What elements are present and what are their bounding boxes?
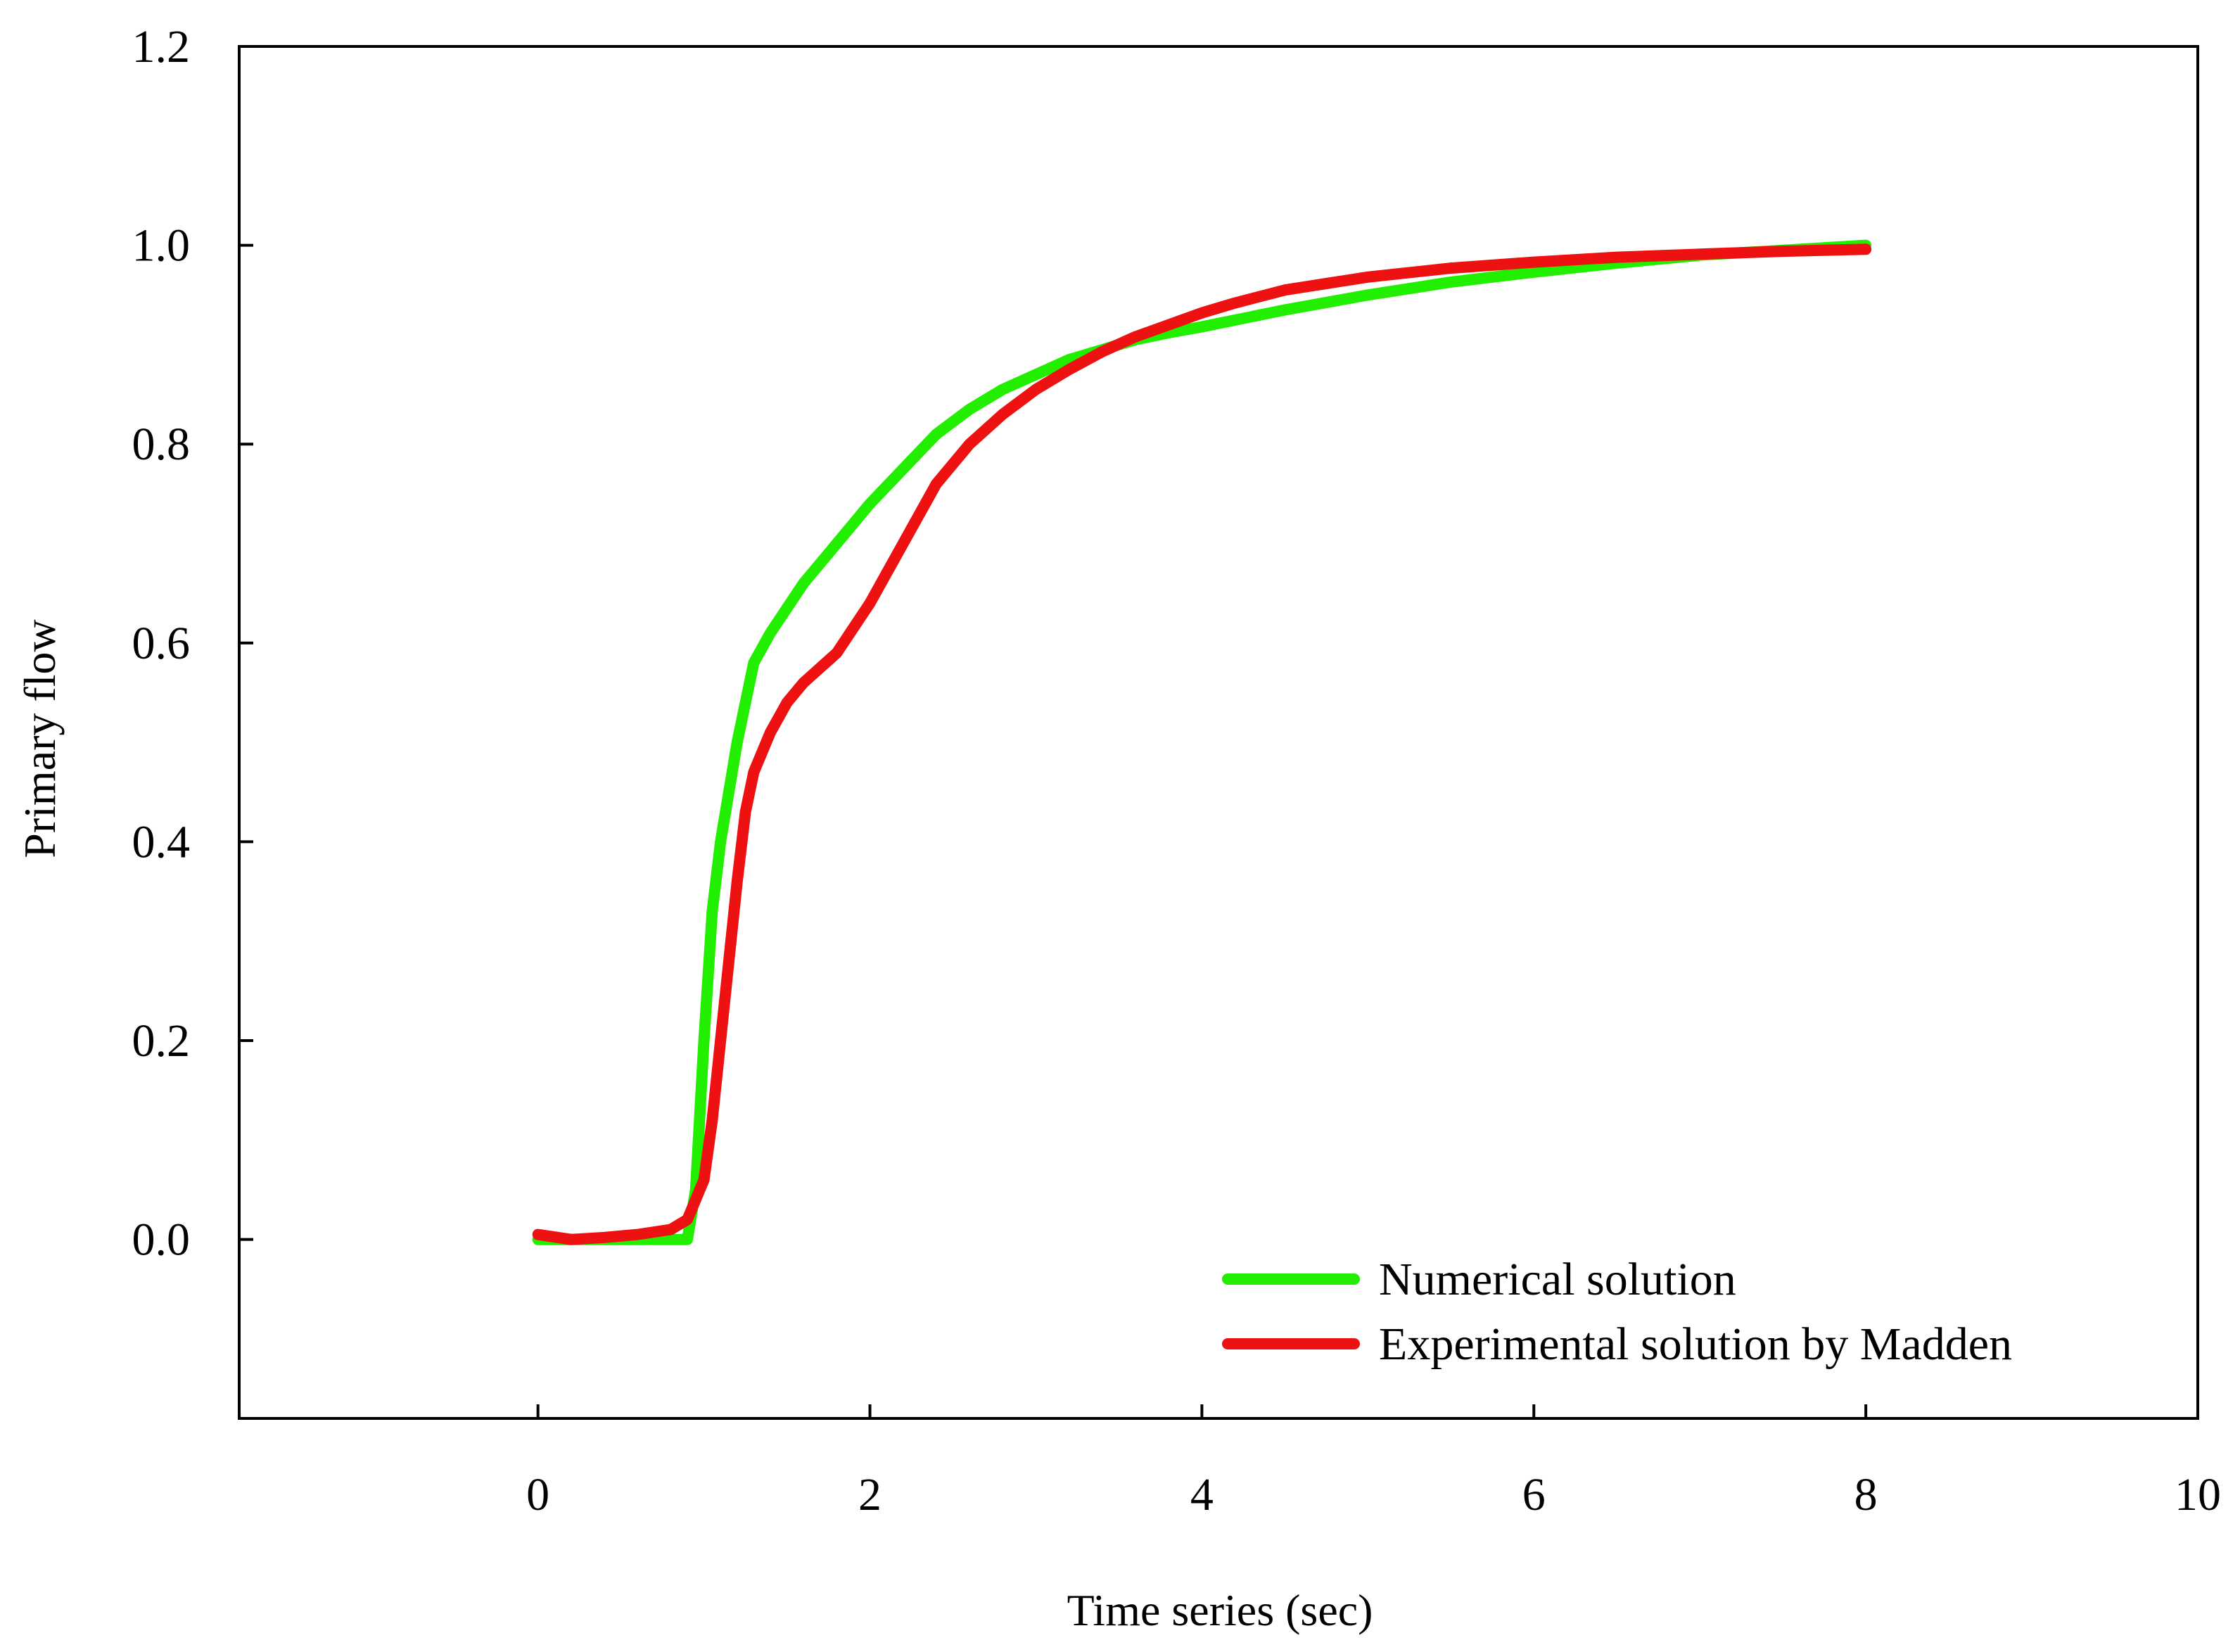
x-tick-label: 0 <box>526 1469 549 1520</box>
y-axis-ticks: 0.0 0.2 0.4 0.6 0.8 1.0 1.2 <box>132 21 253 1266</box>
series-line-numerical-solution <box>532 239 1872 1245</box>
x-tick-label: 4 <box>1190 1469 1214 1520</box>
legend: Numerical solution Experimental solution … <box>1222 1254 2012 1370</box>
series-line-experimental-solution-by-madden <box>532 243 1872 1245</box>
y-tick-label: 0.2 <box>132 1015 191 1067</box>
x-tick-label: 10 <box>2175 1469 2221 1520</box>
plot-frame <box>238 45 2199 1420</box>
x-tick-label: 6 <box>1522 1469 1546 1520</box>
x-tick-label: 2 <box>858 1469 882 1520</box>
y-tick-label: 0.8 <box>132 419 191 470</box>
y-tick-label: 1.2 <box>132 21 191 72</box>
y-tick-label: 1.0 <box>132 220 191 272</box>
y-tick-label: 0.6 <box>132 618 191 669</box>
x-axis-ticks: 0 2 4 6 8 10 <box>526 1404 2221 1520</box>
x-axis-title: Time series (sec) <box>1067 1585 1373 1635</box>
x-tick-label: 8 <box>1854 1469 1878 1520</box>
y-tick-label: 0.4 <box>132 816 191 868</box>
y-axis-title: Primary flow <box>15 619 65 858</box>
legend-label: Numerical solution <box>1379 1254 1736 1305</box>
legend-label: Experimental solution by Madden <box>1379 1319 2012 1370</box>
y-tick-label: 0.0 <box>132 1214 191 1266</box>
series-layer <box>532 239 1872 1245</box>
